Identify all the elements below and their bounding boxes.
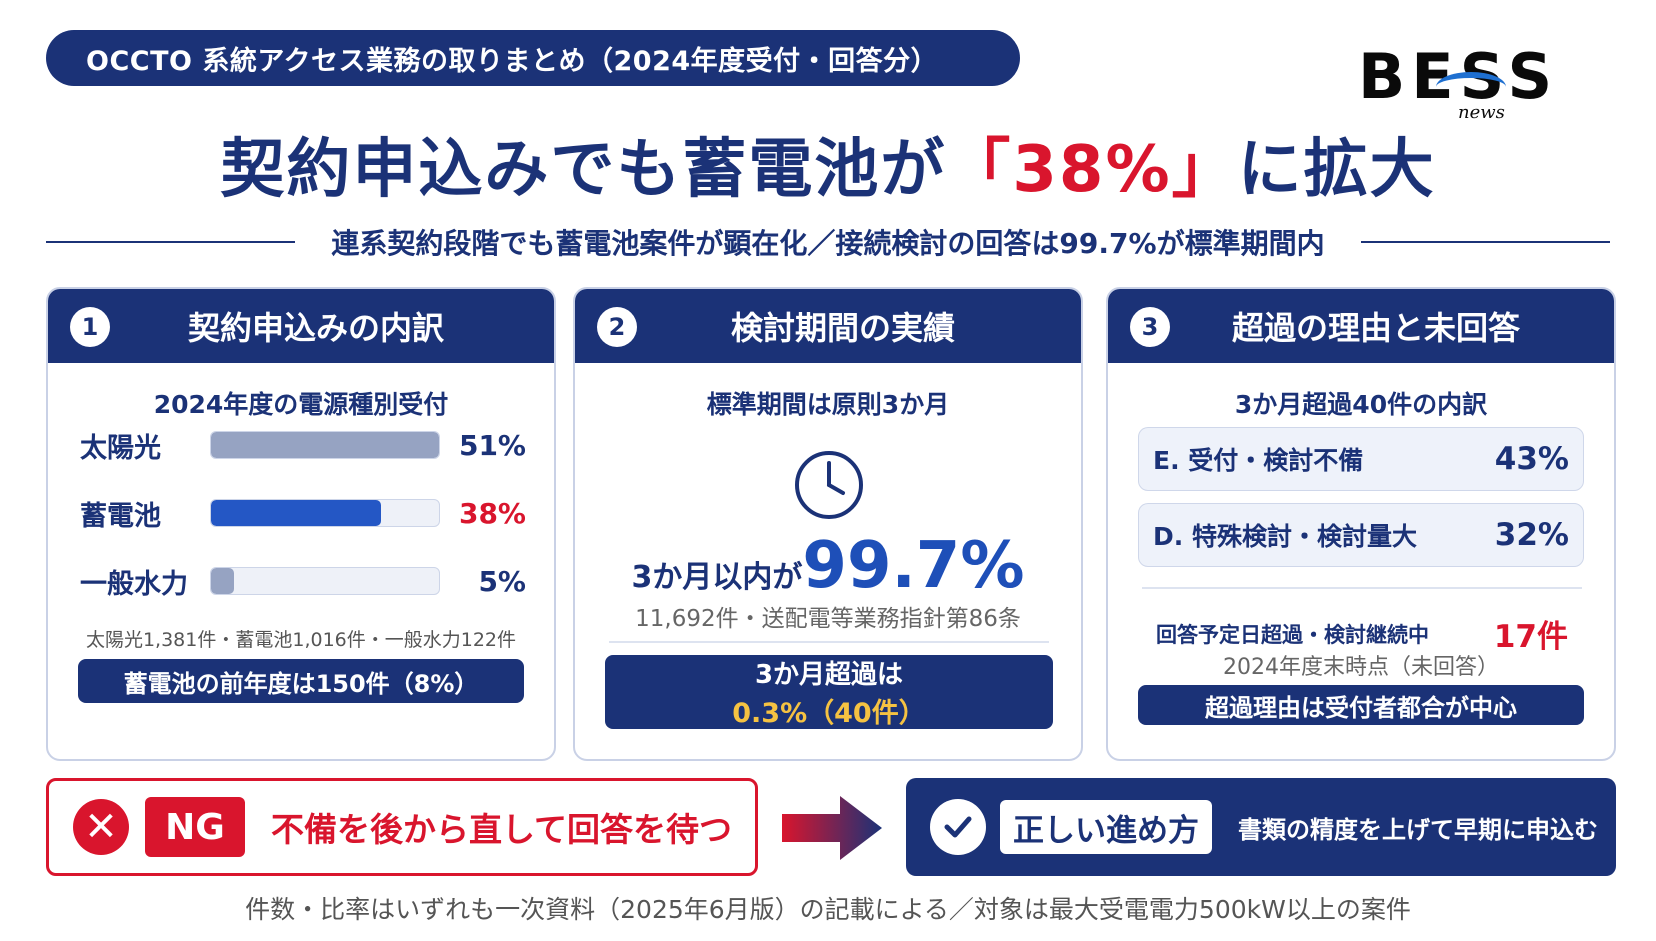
within-3-months: 3か月以内が99.7% — [575, 529, 1081, 603]
bar-value: 51% — [458, 428, 526, 462]
logo-sub: news — [1458, 102, 1505, 123]
bar-row-solar: 太陽光 51% — [80, 425, 526, 465]
panel-number: 1 — [70, 307, 110, 347]
panel-number: 3 — [1130, 307, 1170, 347]
headline-highlight: 「38%」 — [946, 133, 1238, 207]
arrow-right-icon — [782, 796, 882, 860]
bar-track — [210, 567, 440, 595]
panel-title: 契約申込みの内訳 — [187, 309, 444, 347]
reason-summary-box: 超過理由は受付者都合が中心 — [1138, 685, 1584, 725]
panel-subtitle: 3か月超過40件の内訳 — [1234, 390, 1488, 419]
headline-post: に拡大 — [1237, 133, 1436, 207]
panel-contract-breakdown: 1 契約申込みの内訳 2024年度の電源種別受付 太陽光 51% 蓄電池 38%… — [46, 287, 556, 761]
footer-note: 件数・比率はいずれも一次資料（2025年6月版）の記載による／対象は最大受電電力… — [245, 895, 1411, 924]
bar-track — [210, 499, 440, 527]
header-pill: OCCTO 系統アクセス業務の取りまとめ（2024年度受付・回答分） — [46, 30, 1020, 86]
bess-news-logo: BESS news — [1358, 40, 1598, 130]
reason-value: 32% — [1494, 517, 1569, 553]
bar-label: 一般水力 — [80, 568, 188, 600]
clock-icon — [795, 451, 863, 519]
previous-year-text: 蓄電池の前年度は150件（8%） — [123, 669, 479, 698]
x-icon: ✕ — [73, 799, 129, 855]
big-prefix: 3か月以内が — [631, 560, 803, 595]
panel-header: 1 契約申込みの内訳 — [48, 289, 554, 363]
headline-pre: 契約申込みでも蓄電池が — [220, 133, 947, 207]
previous-year-box: 蓄電池の前年度は150件（8%） — [78, 659, 524, 703]
panel-number: 2 — [597, 307, 637, 347]
big-percentage: 99.7% — [802, 529, 1025, 603]
ng-box: ✕ NG 不備を後から直して回答を待つ — [46, 778, 758, 876]
bar-track — [210, 431, 440, 459]
header-title: OCCTO 系統アクセス業務の取りまとめ（2024年度受付・回答分） — [86, 45, 939, 77]
ok-text: 書類の精度を上げて早期に申込む — [1238, 815, 1598, 844]
bar-row-hydro: 一般水力 5% — [80, 561, 526, 601]
bar-fill — [211, 432, 439, 458]
bar-value: 5% — [478, 564, 526, 598]
bar-value: 38% — [458, 496, 526, 530]
pending-label: 回答予定日超過・検討継続中 — [1156, 623, 1429, 647]
subline: 連系契約段階でも蓄電池案件が顕在化／接続検討の回答は99.7%が標準期間内 — [46, 222, 1610, 262]
divider — [1142, 587, 1582, 589]
over-line2: 0.3%（40件） — [732, 698, 926, 729]
over-3-months-box: 3か月超過は 0.3%（40件） — [605, 655, 1053, 729]
logo-arc-icon — [1436, 72, 1506, 102]
reason-card: E. 受付・検討不備 43% — [1138, 427, 1584, 491]
reason-card: D. 特殊検討・検討量大 32% — [1138, 503, 1584, 567]
pending-count: 17件 — [1493, 619, 1568, 655]
page-headline: 契約申込みでも蓄電池が「38%」に拡大 — [0, 118, 1656, 210]
ok-box: 正しい進め方 書類の精度を上げて早期に申込む — [906, 778, 1616, 876]
divider — [609, 641, 1049, 643]
guideline-note: 11,692件・送配電等業務指針第86条 — [635, 606, 1021, 632]
panel-title: 超過の理由と未回答 — [1231, 309, 1520, 347]
panel-subtitle: 標準期間は原則3か月 — [706, 390, 950, 419]
panel-title: 検討期間の実績 — [730, 309, 955, 347]
panel-overrun-reasons: 3 超過の理由と未回答 3か月超過40件の内訳 E. 受付・検討不備 43% D… — [1106, 287, 1616, 761]
counts-note: 太陽光1,381件・蓄電池1,016件・一般水力122件 — [85, 629, 517, 651]
over-line1: 3か月超過は — [754, 660, 904, 690]
panel-header: 3 超過の理由と未回答 — [1108, 289, 1614, 363]
bar-fill — [211, 500, 381, 526]
ng-text: 不備を後から直して回答を待つ — [271, 810, 733, 849]
subline-rule-right — [1360, 241, 1610, 243]
panel-review-period: 2 検討期間の実績 標準期間は原則3か月 3か月以内が99.7% 11,692件… — [573, 287, 1083, 761]
panel-subtitle: 2024年度の電源種別受付 — [153, 390, 449, 419]
subline-text: 連系契約段階でも蓄電池案件が顕在化／接続検討の回答は99.7%が標準期間内 — [331, 227, 1325, 260]
reason-value: 43% — [1494, 441, 1569, 477]
bar-fill — [211, 568, 234, 594]
panel-header: 2 検討期間の実績 — [575, 289, 1081, 363]
bar-row-battery: 蓄電池 38% — [80, 493, 526, 533]
reason-summary-text: 超過理由は受付者都合が中心 — [1205, 693, 1517, 722]
pending-note: 2024年度末時点（未回答） — [1223, 655, 1499, 680]
ng-tag: NG — [145, 797, 245, 857]
reason-label: E. 受付・検討不備 — [1153, 446, 1364, 475]
ok-tag: 正しい進め方 — [1000, 800, 1212, 854]
reason-label: D. 特殊検討・検討量大 — [1153, 522, 1417, 551]
check-icon — [930, 799, 986, 855]
bar-label: 蓄電池 — [80, 500, 161, 532]
bar-label: 太陽光 — [80, 432, 161, 464]
subline-rule-left — [46, 241, 296, 243]
